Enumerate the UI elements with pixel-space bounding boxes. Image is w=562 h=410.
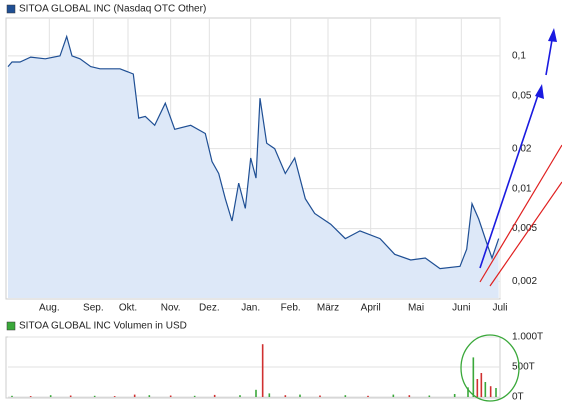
volume-bar bbox=[367, 395, 369, 397]
volume-bar bbox=[69, 395, 72, 397]
trend-line bbox=[489, 181, 562, 287]
volume-bar bbox=[261, 344, 264, 397]
x-tick-label: Sep. bbox=[83, 303, 104, 314]
volume-bar bbox=[476, 379, 479, 397]
volume-bar bbox=[113, 396, 116, 397]
y-tick-label: 0,02 bbox=[512, 143, 532, 154]
y-tick-label: 1.000T bbox=[512, 332, 543, 343]
volume-bar bbox=[489, 386, 492, 397]
volume-bar bbox=[392, 394, 395, 397]
area-fill bbox=[8, 36, 499, 298]
volume-bar bbox=[239, 395, 241, 397]
trend-arrow bbox=[479, 94, 539, 269]
x-tick-label: April bbox=[361, 303, 381, 314]
volume-bar bbox=[344, 395, 347, 397]
annotations bbox=[460, 28, 562, 402]
volume-bar bbox=[255, 389, 257, 397]
volume-bar bbox=[484, 382, 487, 397]
x-tick-label: Juli bbox=[492, 303, 507, 314]
layers: 0,1 0,05 0,02 0,01 0,005 0,002 Aug. Sep. Okt. Nov… bbox=[6, 4, 543, 403]
legend-label: SITOA GLOBAL INC (Nasdaq OTC Other) bbox=[19, 4, 206, 15]
volume-bar bbox=[495, 388, 497, 397]
x-tick-label: Nov. bbox=[161, 303, 181, 314]
x-tick-label: Juni bbox=[452, 303, 470, 314]
legend-swatch bbox=[6, 321, 16, 331]
volume-bar bbox=[480, 373, 483, 397]
volume-bar bbox=[428, 395, 431, 397]
price-line bbox=[7, 34, 500, 270]
arrow-head bbox=[535, 84, 544, 99]
volume-bar bbox=[472, 357, 475, 397]
arrow-head bbox=[548, 28, 557, 42]
highlight-circle bbox=[460, 334, 520, 402]
x-tick-label: März bbox=[317, 303, 339, 314]
y-tick-label: 0,1 bbox=[512, 51, 526, 62]
volume-bar bbox=[11, 395, 13, 397]
legend-label: SITOA GLOBAL INC Volumen in USD bbox=[19, 321, 187, 332]
x-tick-label: Mai bbox=[408, 303, 424, 314]
volume-bar bbox=[93, 395, 96, 397]
y-tick-label: 0,002 bbox=[512, 276, 537, 287]
x-tick-label: Aug. bbox=[39, 303, 60, 314]
x-tick-label: Dez. bbox=[199, 303, 220, 314]
x-tick-label: Okt. bbox=[119, 303, 137, 314]
trend-line bbox=[479, 144, 562, 283]
volume-bar bbox=[148, 395, 151, 397]
volume-bar bbox=[169, 395, 172, 397]
volume-bar bbox=[268, 393, 271, 397]
volume-bar bbox=[284, 395, 287, 397]
volume-bar bbox=[453, 394, 456, 397]
trend-arrow bbox=[545, 39, 553, 76]
volume-bar bbox=[299, 394, 301, 397]
volume-bar bbox=[213, 394, 216, 397]
volume-bar bbox=[133, 394, 136, 397]
y-tick-label: 0T bbox=[512, 392, 524, 403]
volume-bar bbox=[193, 395, 196, 397]
volume-bar bbox=[49, 395, 52, 397]
x-tick-label: Jan. bbox=[241, 303, 260, 314]
x-tick-label: Feb. bbox=[281, 303, 301, 314]
legend-swatch bbox=[6, 4, 16, 14]
volume-bar bbox=[408, 395, 411, 397]
y-tick-label: 0,005 bbox=[512, 223, 537, 234]
y-tick-label: 500T bbox=[512, 362, 535, 373]
volume-bar bbox=[319, 395, 321, 397]
volume-bar bbox=[29, 396, 32, 397]
volume-bar bbox=[467, 387, 469, 397]
y-tick-label: 0,01 bbox=[512, 183, 532, 194]
y-tick-label: 0,05 bbox=[512, 90, 532, 101]
